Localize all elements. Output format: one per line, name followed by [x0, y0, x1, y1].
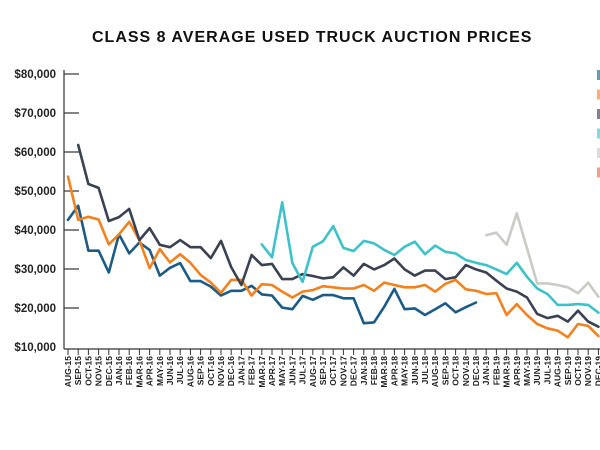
- x-tick-label: OCT-17: [328, 356, 338, 386]
- x-tick-label: APR-18: [389, 356, 399, 387]
- x-tick-label: SEP-16: [196, 356, 206, 386]
- legend-swatch: [597, 128, 600, 139]
- x-tick-label: AUG-15: [63, 356, 73, 387]
- x-tick-label: JUL-18: [420, 356, 430, 385]
- x-tick-label: FEB-17: [247, 356, 257, 386]
- legend-swatch: [597, 167, 600, 178]
- y-tick-label: $70,000: [14, 108, 56, 120]
- x-tick-label: OCT-16: [206, 356, 216, 386]
- x-tick-label: JAN-19: [481, 356, 491, 386]
- x-tick-label: NOV-18: [461, 356, 471, 387]
- legend-swatch: [597, 109, 600, 119]
- x-tick-label: MAY-19: [522, 356, 532, 386]
- x-tick-label: SEP-18: [440, 356, 450, 386]
- x-tick-label: NOV-19: [583, 356, 593, 387]
- x-tick-label: NOV-16: [216, 356, 226, 387]
- legend-swatch: [597, 148, 600, 158]
- x-tick-label: APR-17: [267, 356, 277, 387]
- y-tick-label: $20,000: [14, 303, 56, 315]
- chart-title: CLASS 8 AVERAGE USED TRUCK AUCTION PRICE…: [92, 29, 533, 46]
- x-tick-label: FEB-19: [491, 356, 501, 386]
- x-tick-label: MAY-16: [155, 356, 165, 386]
- series-line-5: [484, 211, 600, 298]
- x-tick-label: OCT-18: [451, 356, 461, 386]
- x-tick-label: MAR-19: [502, 356, 512, 388]
- x-tick-label: MAY-17: [277, 356, 287, 386]
- x-tick-label: SEP-19: [563, 356, 573, 386]
- x-tick-label: MAR-17: [257, 356, 267, 388]
- y-tick-label: $80,000: [14, 69, 56, 81]
- y-tick-label: $10,000: [14, 342, 56, 354]
- x-tick-label: FEB-18: [369, 356, 379, 386]
- x-tick-label: JUL-19: [542, 356, 552, 385]
- x-tick-label: SEP-15: [73, 356, 83, 386]
- series-line-1: [66, 204, 478, 325]
- x-tick-label: DEC-17: [349, 356, 359, 387]
- x-tick-label: FEB-16: [124, 356, 134, 386]
- x-tick-label: JUN-16: [165, 356, 175, 386]
- x-tick-label: AUG-19: [553, 356, 563, 387]
- x-tick-label: AUG-17: [308, 356, 318, 387]
- y-tick-label: $50,000: [14, 186, 56, 198]
- x-tick-label: JUL-16: [175, 356, 185, 385]
- x-tick-label: OCT-19: [573, 356, 583, 386]
- x-tick-label: JAN-18: [359, 356, 369, 386]
- x-tick-label: APR-19: [512, 356, 522, 387]
- x-tick-label: DEC-15: [104, 356, 114, 387]
- x-tick-label: DEC-18: [471, 356, 481, 387]
- x-tick-label: JAN-16: [114, 356, 124, 386]
- y-tick-label: $40,000: [14, 225, 56, 237]
- x-tick-label: JUN-19: [532, 356, 542, 386]
- x-tick-label: NOV-17: [338, 356, 348, 387]
- x-tick-label: MAR-16: [134, 356, 144, 388]
- legend-swatch: [597, 89, 600, 100]
- x-tick-label: NOV-15: [94, 356, 104, 387]
- x-tick-label: AUG-18: [430, 356, 440, 387]
- x-tick-label: APR-16: [145, 356, 155, 387]
- x-tick-label: SEP-17: [318, 356, 328, 386]
- series-line-2: [66, 175, 600, 339]
- x-tick-label: DEC-16: [226, 356, 236, 387]
- x-tick-label: JAN-17: [236, 356, 246, 386]
- x-tick-label: MAR-18: [379, 356, 389, 388]
- series-line-3: [76, 143, 600, 328]
- series-line-4: [260, 201, 600, 314]
- x-tick-label: JUL-17: [298, 356, 308, 385]
- legend-swatch: [597, 70, 600, 80]
- x-tick-label: AUG-16: [185, 356, 195, 387]
- x-tick-label: MAY-18: [400, 356, 410, 386]
- x-tick-label: JUN-17: [287, 356, 297, 386]
- y-tick-label: $60,000: [14, 147, 56, 159]
- x-tick-label: JUN-18: [410, 356, 420, 386]
- x-tick-label: DEC-19: [593, 356, 600, 387]
- x-tick-label: OCT-15: [83, 356, 93, 386]
- y-tick-label: $30,000: [14, 264, 56, 276]
